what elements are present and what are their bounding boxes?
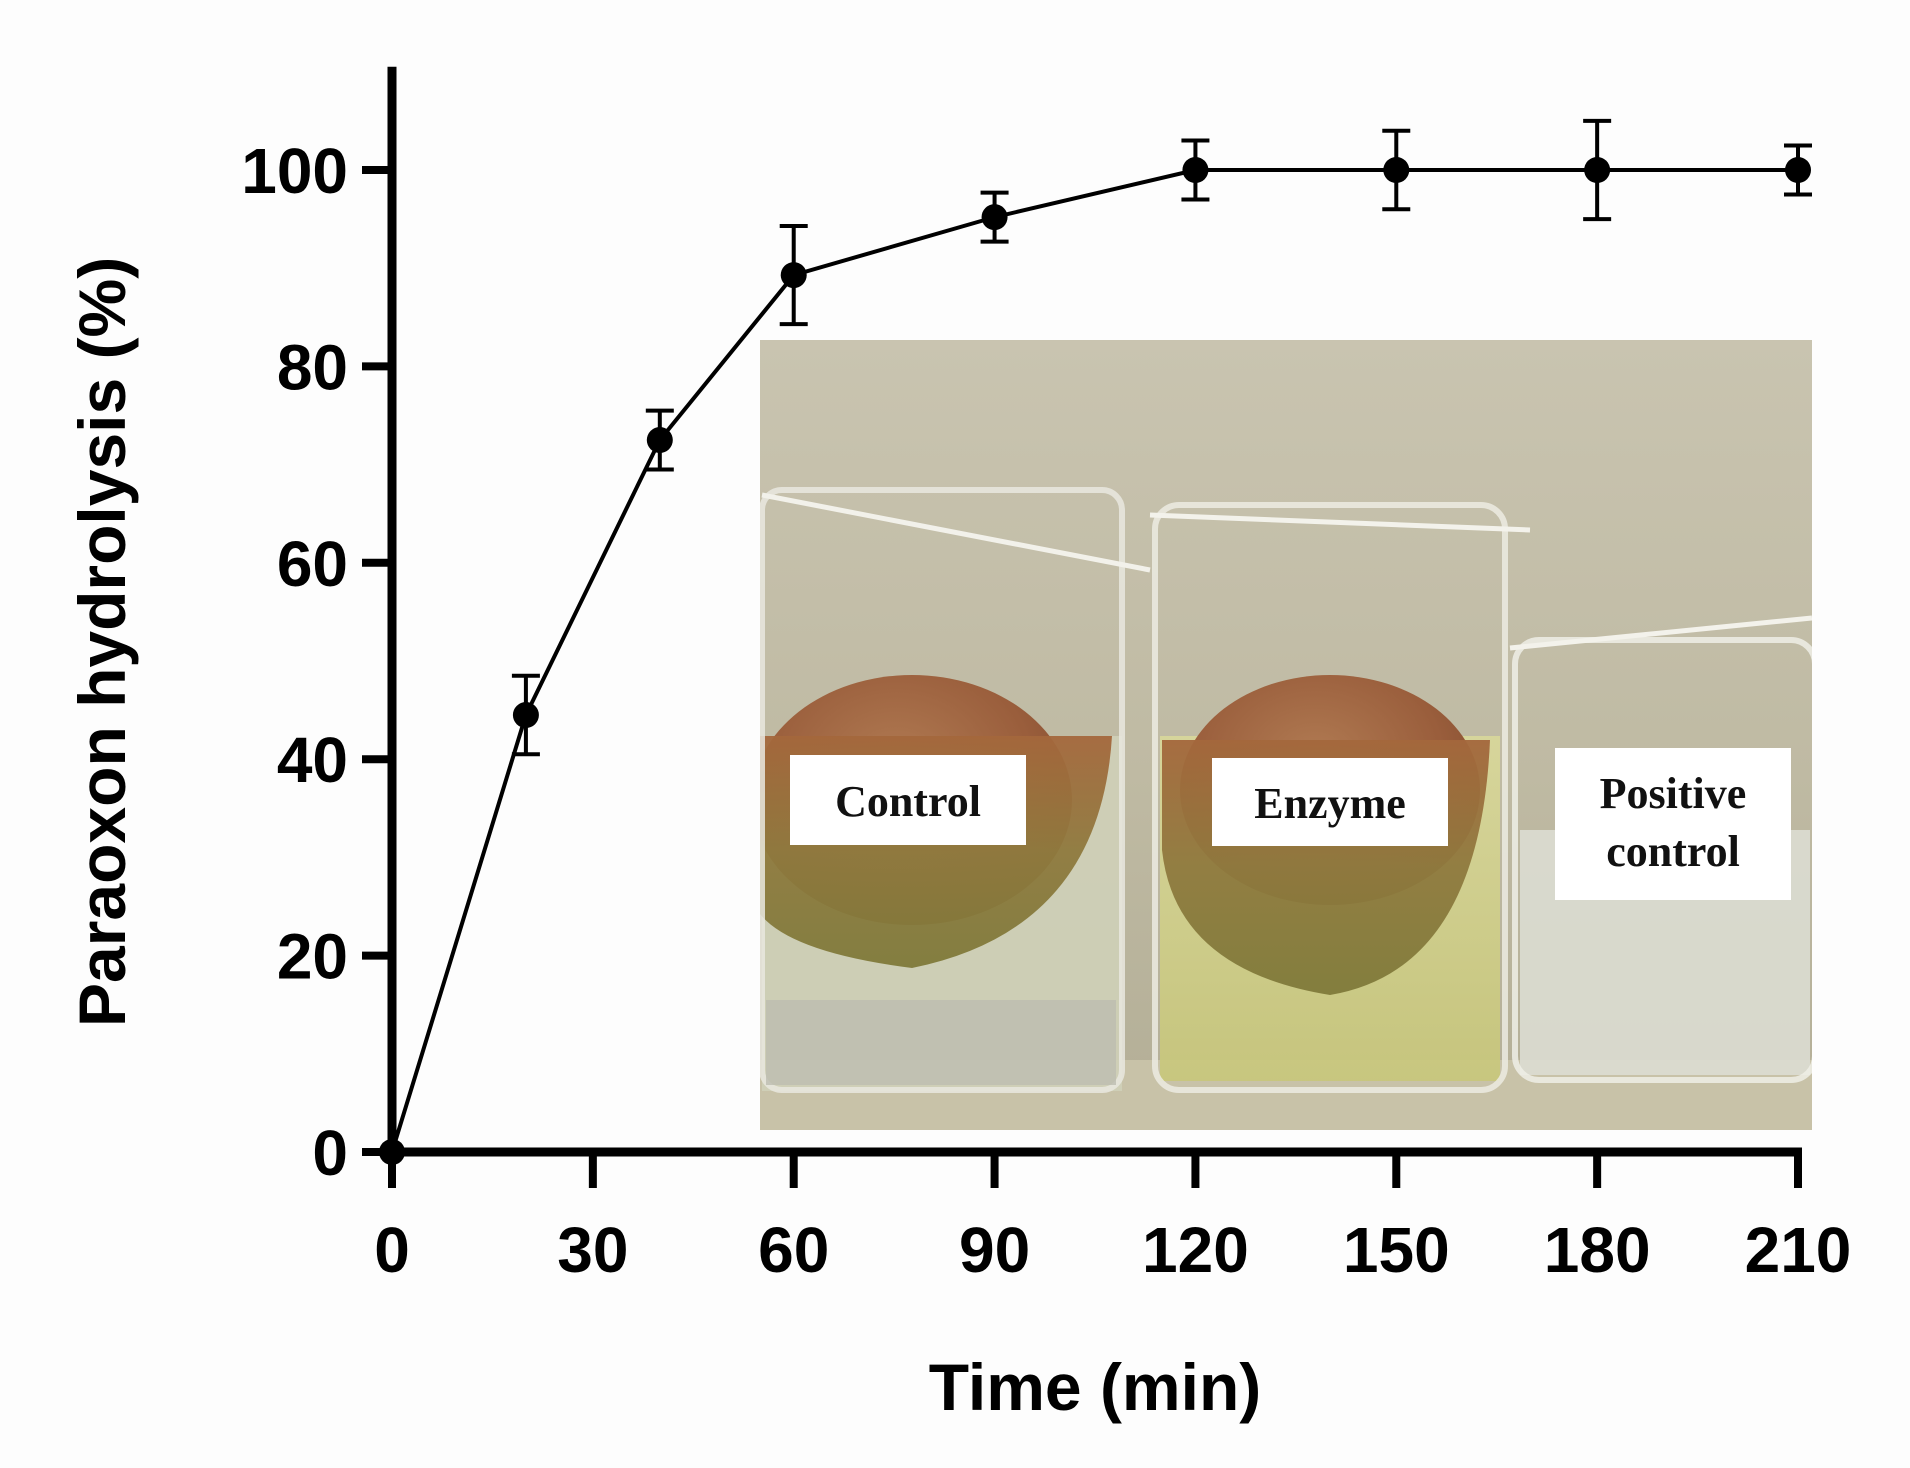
glass-wall [1512,637,1812,1083]
glass-wall [1152,502,1508,1093]
x-tick-label: 210 [1745,1214,1852,1286]
data-point [1383,157,1410,183]
data-point [379,1139,405,1165]
x-tick-label: 30 [557,1214,628,1286]
inset-photo: Control Enzyme Positive control [760,340,1812,1130]
label-text: Enzyme [1254,779,1406,828]
inset-label-enzyme: Enzyme [1212,758,1448,846]
data-point [981,204,1008,231]
x-tick-label: 180 [1544,1214,1651,1286]
label-box [1555,748,1791,900]
y-tick-label: 80 [277,331,348,403]
label-box [790,755,1026,845]
data-point [1584,157,1611,183]
rim [1509,615,1812,651]
series [379,118,1812,1165]
x-tick-label: 60 [758,1214,829,1286]
data-point [512,702,539,729]
y-axis-title: Paraoxon hydrolysis (%) [65,257,139,1027]
sediment [766,1000,1116,1085]
inset-label-positive-control: Positive control [1555,748,1791,900]
x-tick-label: 90 [959,1214,1030,1286]
label-box [1212,758,1448,846]
glass-wall [760,487,1125,1093]
rim [1149,512,1531,533]
label-line: Positive [1600,769,1747,818]
y-tick-label: 20 [277,921,348,993]
y-tick-label: 60 [277,528,348,600]
x-tick-label: 0 [374,1214,410,1286]
x-tick-label: 150 [1343,1214,1450,1286]
inset-label-control: Control [790,755,1026,845]
label-text: Positive control [1600,769,1747,876]
y-tick-label: 100 [241,135,348,207]
label-text: Control [835,777,981,826]
rim [761,492,1151,573]
x-axis-title: Time (min) [929,1350,1261,1424]
data-point [646,427,673,454]
data-point [780,262,807,289]
data-point [1785,157,1811,183]
data-point [1182,157,1209,183]
label-line: control [1606,827,1740,876]
x-tick-label: 120 [1142,1214,1249,1286]
y-tick-label: 0 [312,1117,348,1189]
axis-labels: 0 20 40 60 80 100 0 30 60 90 120 150 180 210 Time (min… [65,135,1851,1424]
axes [362,66,1802,1188]
y-tick-label: 40 [277,724,348,796]
